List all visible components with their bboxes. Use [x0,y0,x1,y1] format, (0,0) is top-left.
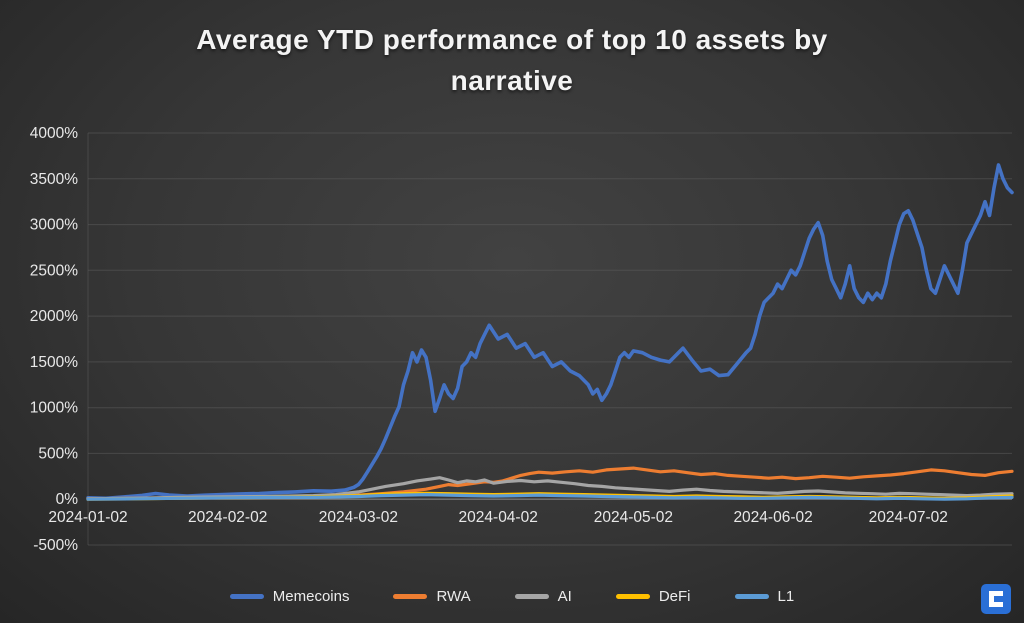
svg-text:2024-06-02: 2024-06-02 [733,509,812,526]
legend-label-l1: L1 [777,588,795,605]
legend-swatch-defi [615,594,650,599]
legend-swatch-memecoins [229,594,264,599]
svg-text:2024-07-02: 2024-07-02 [869,509,948,526]
svg-text:0%: 0% [56,491,79,508]
svg-text:3500%: 3500% [30,171,78,188]
chart-title-line1: Average YTD performance of top 10 assets… [196,24,828,55]
legend-item-memecoins: Memecoins [229,588,350,605]
legend-item-defi: DeFi [615,588,691,605]
legend-label-rwa: RWA [436,588,471,605]
legend-item-rwa: RWA [393,588,471,605]
chart-title-line2: narrative [450,64,574,96]
svg-text:1500%: 1500% [30,354,78,371]
svg-text:2024-03-02: 2024-03-02 [319,509,398,526]
legend-swatch-rwa [393,594,428,599]
chart-legend: Memecoins RWA AI DeFi L1 [0,588,1024,605]
legend-label-defi: DeFi [658,588,691,605]
svg-text:2024-01-02: 2024-01-02 [48,509,127,526]
svg-text:2024-05-02: 2024-05-02 [594,509,673,526]
chart-title: Average YTD performance of top 10 assets… [0,20,1024,101]
legend-swatch-l1 [734,594,769,599]
svg-text:2000%: 2000% [30,308,78,325]
svg-text:4000%: 4000% [30,125,78,142]
legend-label-memecoins: Memecoins [272,588,350,605]
svg-text:-500%: -500% [33,537,78,554]
legend-item-l1: L1 [734,588,795,605]
legend-swatch-ai [514,594,549,599]
svg-text:2500%: 2500% [30,262,78,279]
legend-item-ai: AI [514,588,572,605]
brand-logo-icon [981,584,1011,614]
svg-text:500%: 500% [38,445,78,462]
legend-label-ai: AI [557,588,572,605]
svg-text:2024-02-02: 2024-02-02 [188,509,267,526]
svg-text:3000%: 3000% [30,217,78,234]
svg-text:2024-04-02: 2024-04-02 [459,509,538,526]
svg-text:1000%: 1000% [30,400,78,417]
